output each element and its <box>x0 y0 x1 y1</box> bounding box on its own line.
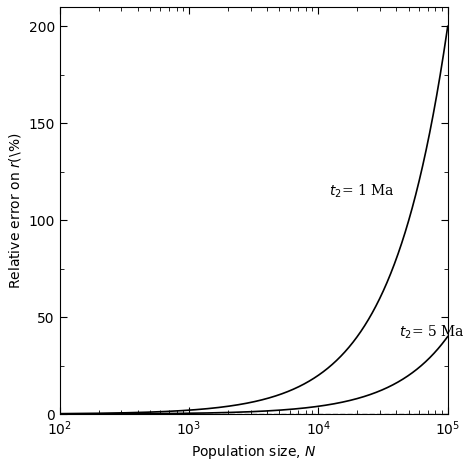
X-axis label: Population size, $N$: Population size, $N$ <box>191 443 317 461</box>
Text: $t_2$= 5 Ma: $t_2$= 5 Ma <box>399 324 465 341</box>
Text: $t_2$= 1 Ma: $t_2$= 1 Ma <box>328 183 394 200</box>
Y-axis label: Relative error on $r$(\%): Relative error on $r$(\%) <box>7 132 23 289</box>
